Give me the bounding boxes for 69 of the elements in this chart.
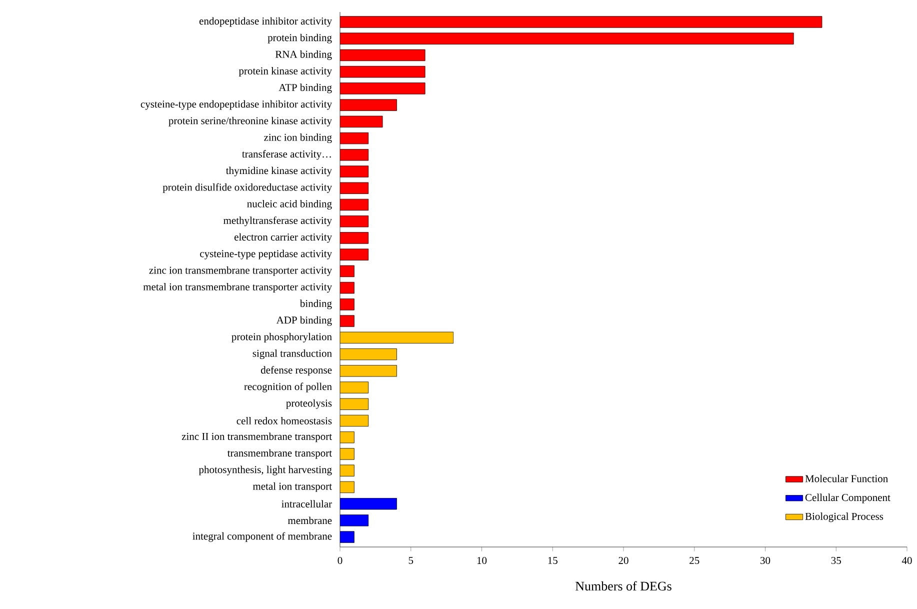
- x-tick-label: 40: [902, 556, 912, 564]
- y-tick-label: cysteine-type peptidase activity: [200, 250, 332, 260]
- y-tick-label: cysteine-type endopeptidase inhibitor activity: [140, 100, 332, 110]
- x-tick-label: 5: [408, 556, 414, 564]
- y-tick-label: transferase activity…: [242, 150, 331, 160]
- y-tick-label: nucleic acid binding: [247, 200, 332, 210]
- y-tick-label: methyltransferase activity: [224, 216, 332, 226]
- y-tick-label: protein phosphorylation: [232, 332, 332, 342]
- legend-label: Molecular Function: [805, 474, 888, 482]
- bar: [340, 182, 369, 194]
- y-tick-label: zinc ion binding: [264, 134, 332, 144]
- bar: [340, 32, 794, 44]
- bar: [340, 82, 426, 94]
- x-tick-label: 35: [831, 556, 841, 564]
- bar: [340, 16, 822, 28]
- y-tick-label: metal ion transport: [252, 482, 332, 492]
- bar: [340, 166, 369, 178]
- bar: [340, 398, 369, 410]
- bar: [340, 365, 397, 377]
- y-tick-label: defense response: [260, 366, 332, 376]
- legend-label: Biological Process: [805, 512, 884, 522]
- x-tick-label: 10: [477, 556, 487, 564]
- bar: [340, 215, 369, 228]
- x-tick-label: 0: [338, 556, 342, 564]
- bar: [340, 414, 369, 427]
- y-tick-label: photosynthesis, light harvesting: [198, 466, 332, 476]
- y-tick-label: RNA binding: [275, 50, 332, 60]
- y-tick-label: protein kinase activity: [238, 67, 332, 77]
- y-tick-label: electron carrier activity: [234, 233, 332, 243]
- y-tick-label: ADP binding: [276, 316, 332, 326]
- y-tick-label: zinc II ion transmembrane transport: [182, 432, 332, 442]
- bar: [340, 116, 383, 128]
- y-tick-label: signal transduction: [252, 349, 332, 360]
- legend-label: Cellular Component: [805, 494, 890, 504]
- bar: [340, 149, 369, 161]
- x-tick-label: 20: [618, 556, 628, 564]
- bar: [340, 248, 369, 260]
- bar: [340, 332, 454, 344]
- bar: [340, 198, 369, 211]
- y-tick-label: protein serine/threonine kinase activity: [168, 116, 332, 126]
- bar: [340, 382, 369, 394]
- x-tick-label: 15: [548, 556, 558, 564]
- y-tick-label: proteolysis: [286, 399, 332, 409]
- bar: [340, 315, 354, 327]
- y-tick-label: thymidine kinase activity: [226, 166, 332, 176]
- y-tick-label: membrane: [288, 516, 332, 524]
- x-tick-label: 25: [690, 556, 700, 564]
- y-tick-label: metal ion transmembrane transporter activity: [143, 283, 332, 293]
- y-tick-label: transmembrane transport: [227, 449, 332, 459]
- x-axis-title: Numbers of DEGs: [576, 581, 672, 591]
- y-tick-label: integral component of membrane: [192, 532, 332, 542]
- bar: [340, 232, 369, 244]
- y-tick-label: zinc ion transmembrane transporter activity: [149, 266, 332, 276]
- x-tick-label: 30: [760, 556, 770, 564]
- bar: [340, 49, 426, 62]
- y-tick-label: cell redox homeostasis: [236, 417, 332, 424]
- bar: [340, 448, 354, 460]
- bar: [340, 132, 369, 144]
- bar: [340, 99, 397, 111]
- y-tick-label: recognition of pollen: [244, 382, 332, 392]
- y-tick-label: protein disulfide oxidoreductase activity: [162, 183, 332, 193]
- bar: [340, 66, 426, 78]
- y-tick-label: endopeptidase inhibitor activity: [199, 17, 332, 27]
- bar: [340, 348, 397, 360]
- y-tick-label: ATP binding: [278, 84, 332, 94]
- y-tick-label: intracellular: [282, 500, 332, 508]
- y-tick-label: binding: [300, 300, 332, 310]
- y-tick-label: protein binding: [268, 34, 332, 44]
- bar: [340, 464, 354, 476]
